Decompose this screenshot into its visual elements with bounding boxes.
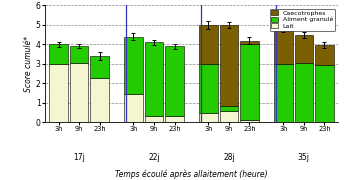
Bar: [274, 28, 293, 64]
Bar: [315, 45, 334, 65]
Bar: [90, 78, 109, 122]
Legend: Caecotrophes, Aliment granulé, Lait: Caecotrophes, Aliment granulé, Lait: [269, 8, 335, 31]
Text: 28j: 28j: [223, 153, 235, 162]
Bar: [199, 113, 218, 122]
Bar: [220, 25, 238, 106]
Bar: [315, 65, 334, 122]
Bar: [220, 106, 238, 111]
Bar: [70, 46, 88, 63]
Bar: [199, 25, 218, 64]
Bar: [165, 46, 184, 116]
Bar: [295, 35, 313, 63]
Bar: [145, 116, 163, 122]
Bar: [70, 63, 88, 122]
Bar: [240, 120, 259, 122]
Bar: [124, 94, 143, 122]
Text: 35j: 35j: [298, 153, 310, 162]
Bar: [274, 64, 293, 122]
Bar: [295, 63, 313, 122]
Bar: [90, 56, 109, 78]
Y-axis label: Score cumulé*: Score cumulé*: [24, 36, 33, 92]
Bar: [49, 64, 68, 122]
Bar: [240, 40, 259, 44]
Bar: [165, 116, 184, 122]
Bar: [49, 44, 68, 64]
Bar: [220, 111, 238, 122]
Text: 22j: 22j: [148, 153, 160, 162]
Bar: [240, 44, 259, 120]
Text: 17j: 17j: [73, 153, 85, 162]
Bar: [145, 42, 163, 116]
Bar: [124, 37, 143, 94]
Text: Temps écoulé après allaitement (heure): Temps écoulé après allaitement (heure): [115, 170, 268, 179]
Bar: [199, 64, 218, 113]
